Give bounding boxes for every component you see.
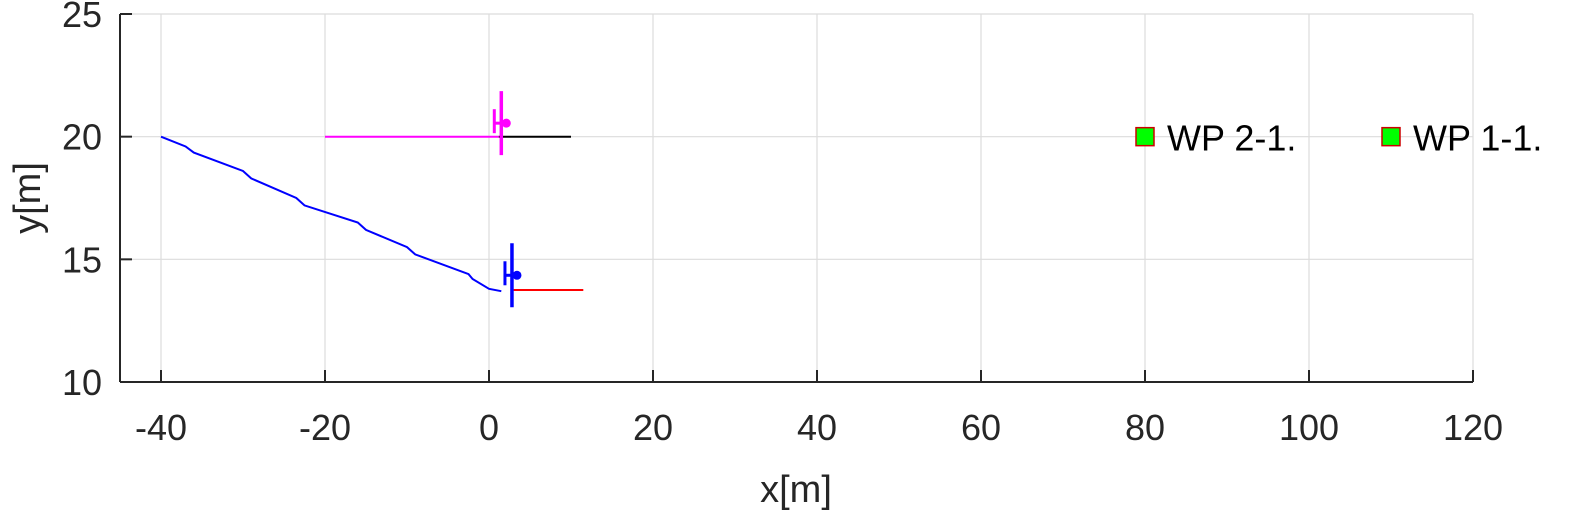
vehicle-marker-2 <box>503 243 522 308</box>
waypoint-label: WP 1-1. <box>1413 118 1542 159</box>
grid <box>120 13 1474 383</box>
vehicle-dot <box>512 270 522 280</box>
vehicles <box>492 91 522 308</box>
waypoint-marker <box>1381 126 1401 147</box>
x-tick-label: -40 <box>135 407 187 448</box>
y-tick-label: 20 <box>62 117 102 158</box>
vehicle-marker-1 <box>492 91 511 156</box>
x-tick-label: 60 <box>961 407 1001 448</box>
x-axis-label: x[m] <box>760 469 832 511</box>
x-tick-label: 100 <box>1279 407 1339 448</box>
tick-labels: -40 -20 0 20 40 60 80 100 120 10 15 20 25 <box>62 0 1503 448</box>
y-tick-label: 25 <box>62 0 102 35</box>
series-line-1 <box>160 135 502 293</box>
x-tick-label: 80 <box>1125 407 1165 448</box>
waypoints: WP 2-1. WP 1-1. <box>1135 118 1542 159</box>
y-tick-label: 10 <box>62 362 102 403</box>
trajectory-series <box>160 135 584 293</box>
x-tick-label: 40 <box>797 407 837 448</box>
waypoint-label: WP 2-1. <box>1167 118 1296 159</box>
waypoint-1: WP 2-1. <box>1135 118 1296 159</box>
waypoint-2: WP 1-1. <box>1381 118 1542 159</box>
vehicle-dot <box>501 118 511 128</box>
y-axis-label: y[m] <box>7 162 49 234</box>
y-tick-label: 15 <box>62 239 102 280</box>
x-tick-label: 0 <box>479 407 499 448</box>
x-tick-label: -20 <box>299 407 351 448</box>
x-tick-label: 20 <box>633 407 673 448</box>
waypoint-marker <box>1135 126 1155 147</box>
x-tick-label: 120 <box>1443 407 1503 448</box>
axes <box>119 13 1474 383</box>
